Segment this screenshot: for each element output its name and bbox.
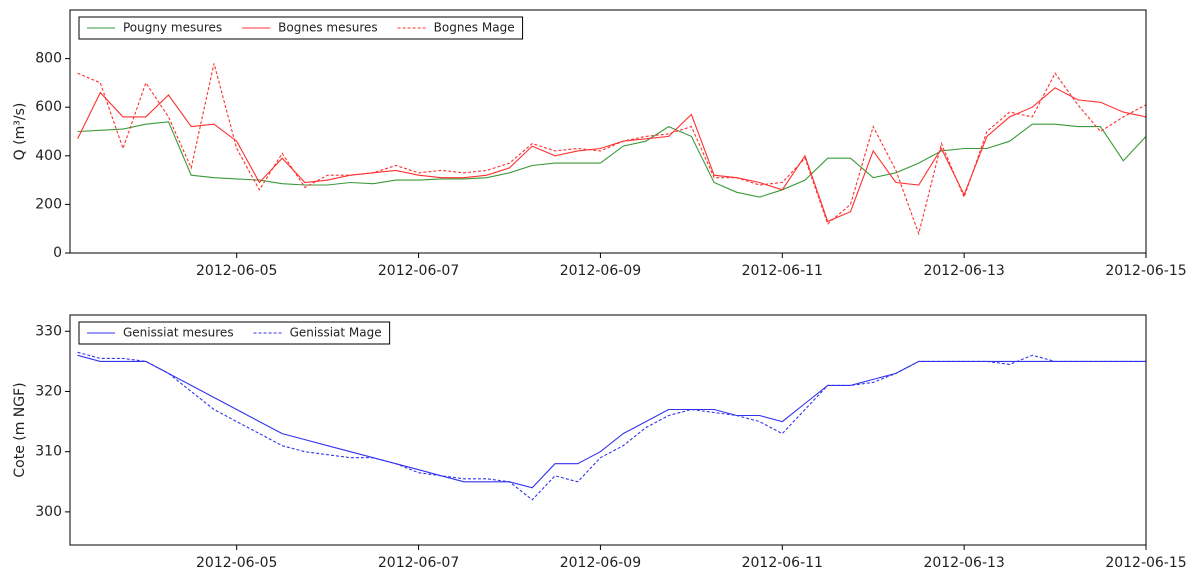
x-tick-label: 2012-06-09 bbox=[560, 263, 641, 279]
y-axis-label: Q (m³/s) bbox=[12, 103, 28, 161]
y-tick-label: 0 bbox=[53, 245, 62, 261]
y-tick-label: 400 bbox=[35, 148, 62, 164]
y-axis-label: Cote (m NGF) bbox=[12, 382, 28, 477]
legend-label: Bognes mesures bbox=[278, 21, 377, 35]
x-tick-label: 2012-06-11 bbox=[742, 555, 823, 571]
series-line bbox=[77, 351, 1146, 501]
x-tick-label: 2012-06-13 bbox=[923, 555, 1004, 571]
x-tick-label: 2012-06-07 bbox=[378, 555, 459, 571]
axes-frame bbox=[69, 314, 1147, 546]
x-tick-label: 2012-06-11 bbox=[742, 263, 823, 279]
legend-label: Genissiat mesures bbox=[123, 326, 234, 340]
y-tick-label: 800 bbox=[35, 51, 62, 67]
y-tick-label: 200 bbox=[35, 196, 62, 212]
legend-label: Bognes Mage bbox=[434, 21, 515, 35]
x-tick-label: 2012-06-07 bbox=[378, 263, 459, 279]
y-tick-label: 600 bbox=[35, 99, 62, 115]
axes-frame bbox=[69, 9, 1147, 254]
x-tick-label: 2012-06-05 bbox=[196, 555, 277, 571]
series-line bbox=[77, 63, 1146, 236]
y-tick-label: 300 bbox=[35, 504, 62, 520]
x-tick-label: 2012-06-09 bbox=[560, 555, 641, 571]
series-line bbox=[77, 354, 1146, 489]
x-tick-label: 2012-06-05 bbox=[196, 263, 277, 279]
x-tick-label: 2012-06-13 bbox=[923, 263, 1004, 279]
x-tick-label: 2012-06-15 bbox=[1105, 555, 1186, 571]
series-line bbox=[77, 121, 1146, 198]
legend-box bbox=[78, 16, 524, 40]
x-tick-label: 2012-06-15 bbox=[1105, 263, 1186, 279]
y-tick-label: 330 bbox=[35, 323, 62, 339]
legend-box bbox=[78, 321, 391, 345]
y-tick-label: 320 bbox=[35, 383, 62, 399]
legend-label: Pougny mesures bbox=[123, 21, 222, 35]
y-tick-label: 310 bbox=[35, 444, 62, 460]
legend-label: Genissiat Mage bbox=[290, 326, 382, 340]
